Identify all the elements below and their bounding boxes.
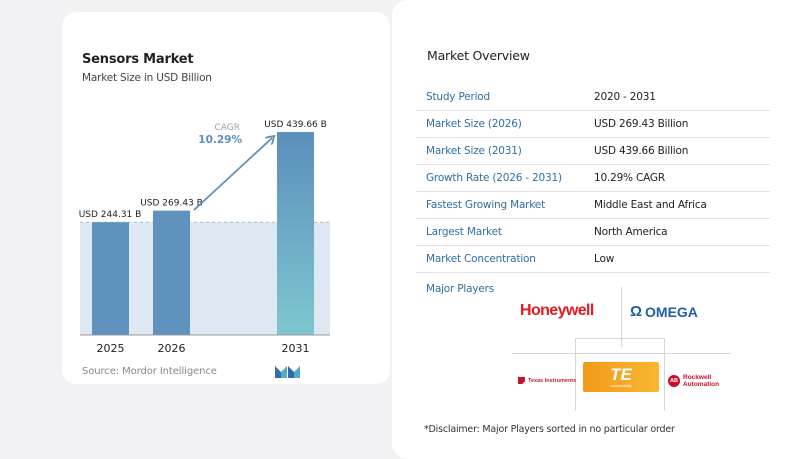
- overview-row-value: Low: [594, 253, 615, 265]
- overview-row: Market Size (2026) USD 269.43 Billion: [416, 111, 770, 138]
- value-label-2026: USD 269.43 B: [140, 199, 203, 209]
- tick-label-2031: 2031: [282, 342, 310, 355]
- texas-instruments-logo-text: Texas Instruments: [528, 377, 577, 384]
- mordor-intelligence-logo-icon: [275, 366, 300, 378]
- omega-logo-text: OMEGA: [645, 303, 698, 320]
- chart-title: Sensors Market: [82, 52, 194, 67]
- cagr-label: CAGR: [214, 123, 240, 133]
- te-logo-subtext: connectivity: [610, 382, 632, 388]
- bar-2031: [277, 132, 314, 335]
- logo-divider-te-top: [575, 338, 665, 339]
- overview-table: Study Period 2020 - 2031 Market Size (2026…: [416, 84, 770, 273]
- omega-symbol-icon: Ω: [630, 303, 643, 320]
- tick-label-2026: 2026: [158, 342, 186, 355]
- overview-row-label: Largest Market: [426, 226, 502, 238]
- rockwell-mark-icon: AB: [668, 375, 680, 387]
- players-title: Major Players: [426, 283, 495, 295]
- logo-divider-horizontal: [512, 353, 730, 354]
- rockwell-logo-text: Rockwell Automation: [683, 374, 719, 388]
- te-logo-text: TE: [610, 364, 632, 384]
- overview-row-value: 10.29% CAGR: [594, 172, 665, 184]
- overview-row-value: USD 439.66 Billion: [594, 145, 689, 157]
- omega-logo: Ω OMEGA: [630, 303, 698, 320]
- rockwell-logo-line2: Automation: [683, 381, 720, 388]
- overview-row-label: Market Size (2026): [426, 118, 522, 130]
- overview-row: Study Period 2020 - 2031: [416, 84, 770, 111]
- overview-row: Fastest Growing Market Middle East and Af…: [416, 192, 770, 219]
- overview-row-value: North America: [594, 226, 668, 238]
- overview-row: Market Size (2031) USD 439.66 Billion: [416, 138, 770, 165]
- rockwell-automation-logo: AB Rockwell Automation: [668, 374, 719, 388]
- tick-label-2025: 2025: [97, 342, 125, 355]
- chart-subtitle: Market Size in USD Billion: [82, 72, 212, 84]
- overview-row-label: Study Period: [426, 91, 490, 103]
- overview-title: Market Overview: [427, 48, 530, 63]
- overview-row: Largest Market North America: [416, 219, 770, 246]
- overview-row-label: Market Concentration: [426, 253, 536, 265]
- logo-divider-vertical-top: [621, 287, 622, 347]
- honeywell-logo: Honeywell: [520, 302, 594, 319]
- value-label-2031: USD 439.66 B: [264, 120, 327, 130]
- overview-row-label: Growth Rate (2026 - 2031): [426, 172, 562, 184]
- value-label-2025: USD 244.31 B: [79, 210, 142, 220]
- logo-divider-vertical-left: [575, 338, 576, 410]
- disclaimer: *Disclaimer: Major Players sorted in no …: [424, 424, 675, 435]
- overview-row-value: USD 269.43 Billion: [594, 118, 689, 130]
- texas-instruments-logo: Texas Instruments: [518, 377, 576, 384]
- source-note: Source: Mordor Intelligence: [82, 366, 217, 377]
- bar-2025: [92, 222, 129, 335]
- overview-row-value: Middle East and Africa: [594, 199, 707, 211]
- rockwell-logo-line1: Rockwell: [683, 374, 712, 381]
- bar-2026: [153, 210, 190, 335]
- overview-row: Growth Rate (2026 - 2031) 10.29% CAGR: [416, 165, 770, 192]
- overview-row-label: Fastest Growing Market: [426, 199, 545, 211]
- cagr-arrow: [193, 138, 272, 211]
- overview-row-label: Market Size (2031): [426, 145, 522, 157]
- te-connectivity-logo: TE connectivity: [583, 362, 659, 392]
- overview-row-value: 2020 - 2031: [594, 91, 656, 103]
- cagr-value: 10.29%: [198, 134, 242, 146]
- logo-divider-vertical-right: [664, 338, 665, 410]
- overview-row: Market Concentration Low: [416, 246, 770, 273]
- texas-instruments-mark-icon: [518, 377, 525, 384]
